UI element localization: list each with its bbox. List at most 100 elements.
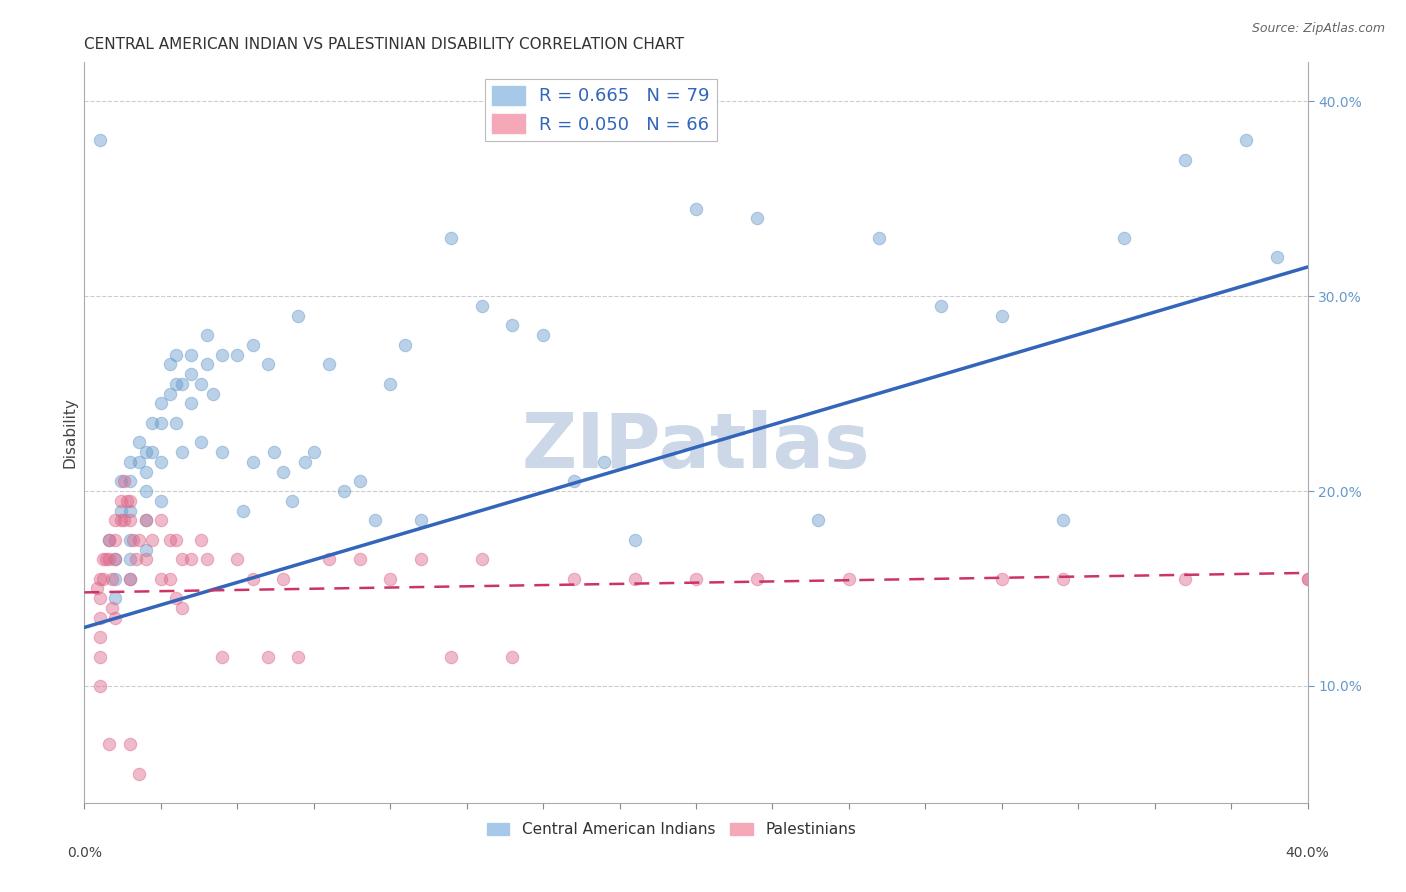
Point xyxy=(257,649,280,664)
Point xyxy=(86,582,108,596)
Point xyxy=(97,737,120,751)
Point xyxy=(211,445,233,459)
Point xyxy=(257,358,280,372)
Point xyxy=(135,552,157,566)
Point xyxy=(180,367,202,381)
Point xyxy=(97,533,120,547)
Point xyxy=(120,475,142,489)
Point xyxy=(201,386,224,401)
Point xyxy=(120,503,142,517)
Point xyxy=(110,475,132,489)
Point xyxy=(440,649,463,664)
Point xyxy=(349,552,371,566)
Point xyxy=(333,484,356,499)
Point xyxy=(685,572,707,586)
Point xyxy=(302,445,325,459)
Point xyxy=(89,610,111,624)
Point xyxy=(128,766,150,780)
Point xyxy=(991,309,1014,323)
Point xyxy=(1296,572,1319,586)
Point xyxy=(149,455,172,469)
Point xyxy=(89,133,111,147)
Point xyxy=(271,572,294,586)
Point xyxy=(211,348,233,362)
Point xyxy=(101,601,124,615)
Point xyxy=(190,533,212,547)
Point xyxy=(190,435,212,450)
Point xyxy=(502,318,524,333)
Point xyxy=(89,591,111,606)
Point xyxy=(180,396,202,410)
Point xyxy=(1114,231,1136,245)
Point xyxy=(125,552,148,566)
Point xyxy=(120,513,142,527)
Point xyxy=(929,299,952,313)
Point xyxy=(89,679,111,693)
Point xyxy=(747,211,769,226)
Point xyxy=(172,601,194,615)
Point xyxy=(104,572,127,586)
Point xyxy=(101,572,124,586)
Point xyxy=(195,552,218,566)
Point xyxy=(159,533,181,547)
Point xyxy=(165,348,187,362)
Point xyxy=(1236,133,1258,147)
Point xyxy=(271,465,294,479)
Point xyxy=(190,376,212,391)
Point xyxy=(242,572,264,586)
Point xyxy=(364,513,387,527)
Point xyxy=(1052,513,1074,527)
Point xyxy=(380,376,402,391)
Point xyxy=(120,737,142,751)
Point xyxy=(104,591,127,606)
Point xyxy=(624,572,647,586)
Point xyxy=(294,455,316,469)
Point xyxy=(242,338,264,352)
Point xyxy=(89,630,111,644)
Point xyxy=(149,493,172,508)
Point xyxy=(1296,572,1319,586)
Point xyxy=(211,649,233,664)
Y-axis label: Disability: Disability xyxy=(62,397,77,468)
Point xyxy=(112,513,135,527)
Point xyxy=(135,465,157,479)
Point xyxy=(165,416,187,430)
Point xyxy=(91,572,114,586)
Point xyxy=(104,610,127,624)
Point xyxy=(263,445,285,459)
Point xyxy=(149,513,172,527)
Point xyxy=(110,493,132,508)
Point xyxy=(104,552,127,566)
Text: ZIPatlas: ZIPatlas xyxy=(522,410,870,484)
Point xyxy=(128,435,150,450)
Point xyxy=(562,475,585,489)
Point xyxy=(380,572,402,586)
Point xyxy=(232,503,254,517)
Point xyxy=(141,533,163,547)
Point xyxy=(149,396,172,410)
Point xyxy=(226,348,249,362)
Point xyxy=(807,513,830,527)
Point xyxy=(685,202,707,216)
Point xyxy=(97,533,120,547)
Point xyxy=(562,572,585,586)
Point xyxy=(120,533,142,547)
Point xyxy=(624,533,647,547)
Point xyxy=(135,445,157,459)
Point xyxy=(165,591,187,606)
Point xyxy=(120,552,142,566)
Legend: Central American Indians, Palestinians: Central American Indians, Palestinians xyxy=(481,816,863,843)
Point xyxy=(135,542,157,557)
Point xyxy=(394,338,416,352)
Point xyxy=(180,348,202,362)
Point xyxy=(104,513,127,527)
Point xyxy=(120,455,142,469)
Point xyxy=(94,552,117,566)
Point xyxy=(471,299,494,313)
Point xyxy=(349,475,371,489)
Point xyxy=(242,455,264,469)
Point xyxy=(89,649,111,664)
Point xyxy=(281,493,304,508)
Point xyxy=(180,552,202,566)
Point xyxy=(159,572,181,586)
